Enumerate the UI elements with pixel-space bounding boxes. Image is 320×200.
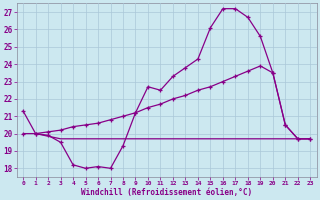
X-axis label: Windchill (Refroidissement éolien,°C): Windchill (Refroidissement éolien,°C) bbox=[81, 188, 252, 197]
